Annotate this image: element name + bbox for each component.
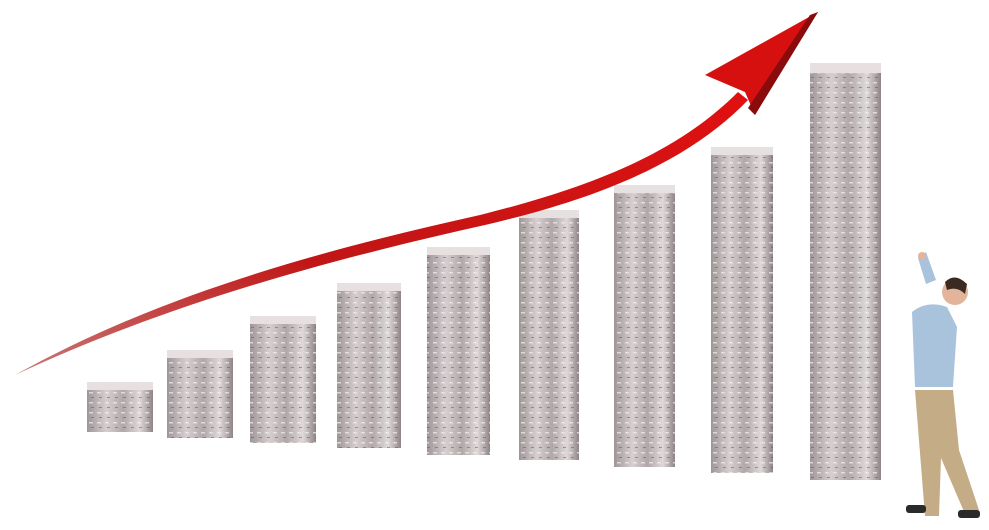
bar [711, 147, 773, 473]
bar [614, 185, 675, 467]
growth-arrow [15, 12, 818, 375]
bar [337, 283, 401, 448]
bar [250, 316, 316, 443]
bar [87, 382, 153, 432]
bar [810, 63, 881, 480]
bar [519, 210, 579, 460]
person [906, 252, 980, 518]
bars [87, 63, 881, 480]
bar [167, 350, 233, 438]
bar [427, 247, 490, 455]
